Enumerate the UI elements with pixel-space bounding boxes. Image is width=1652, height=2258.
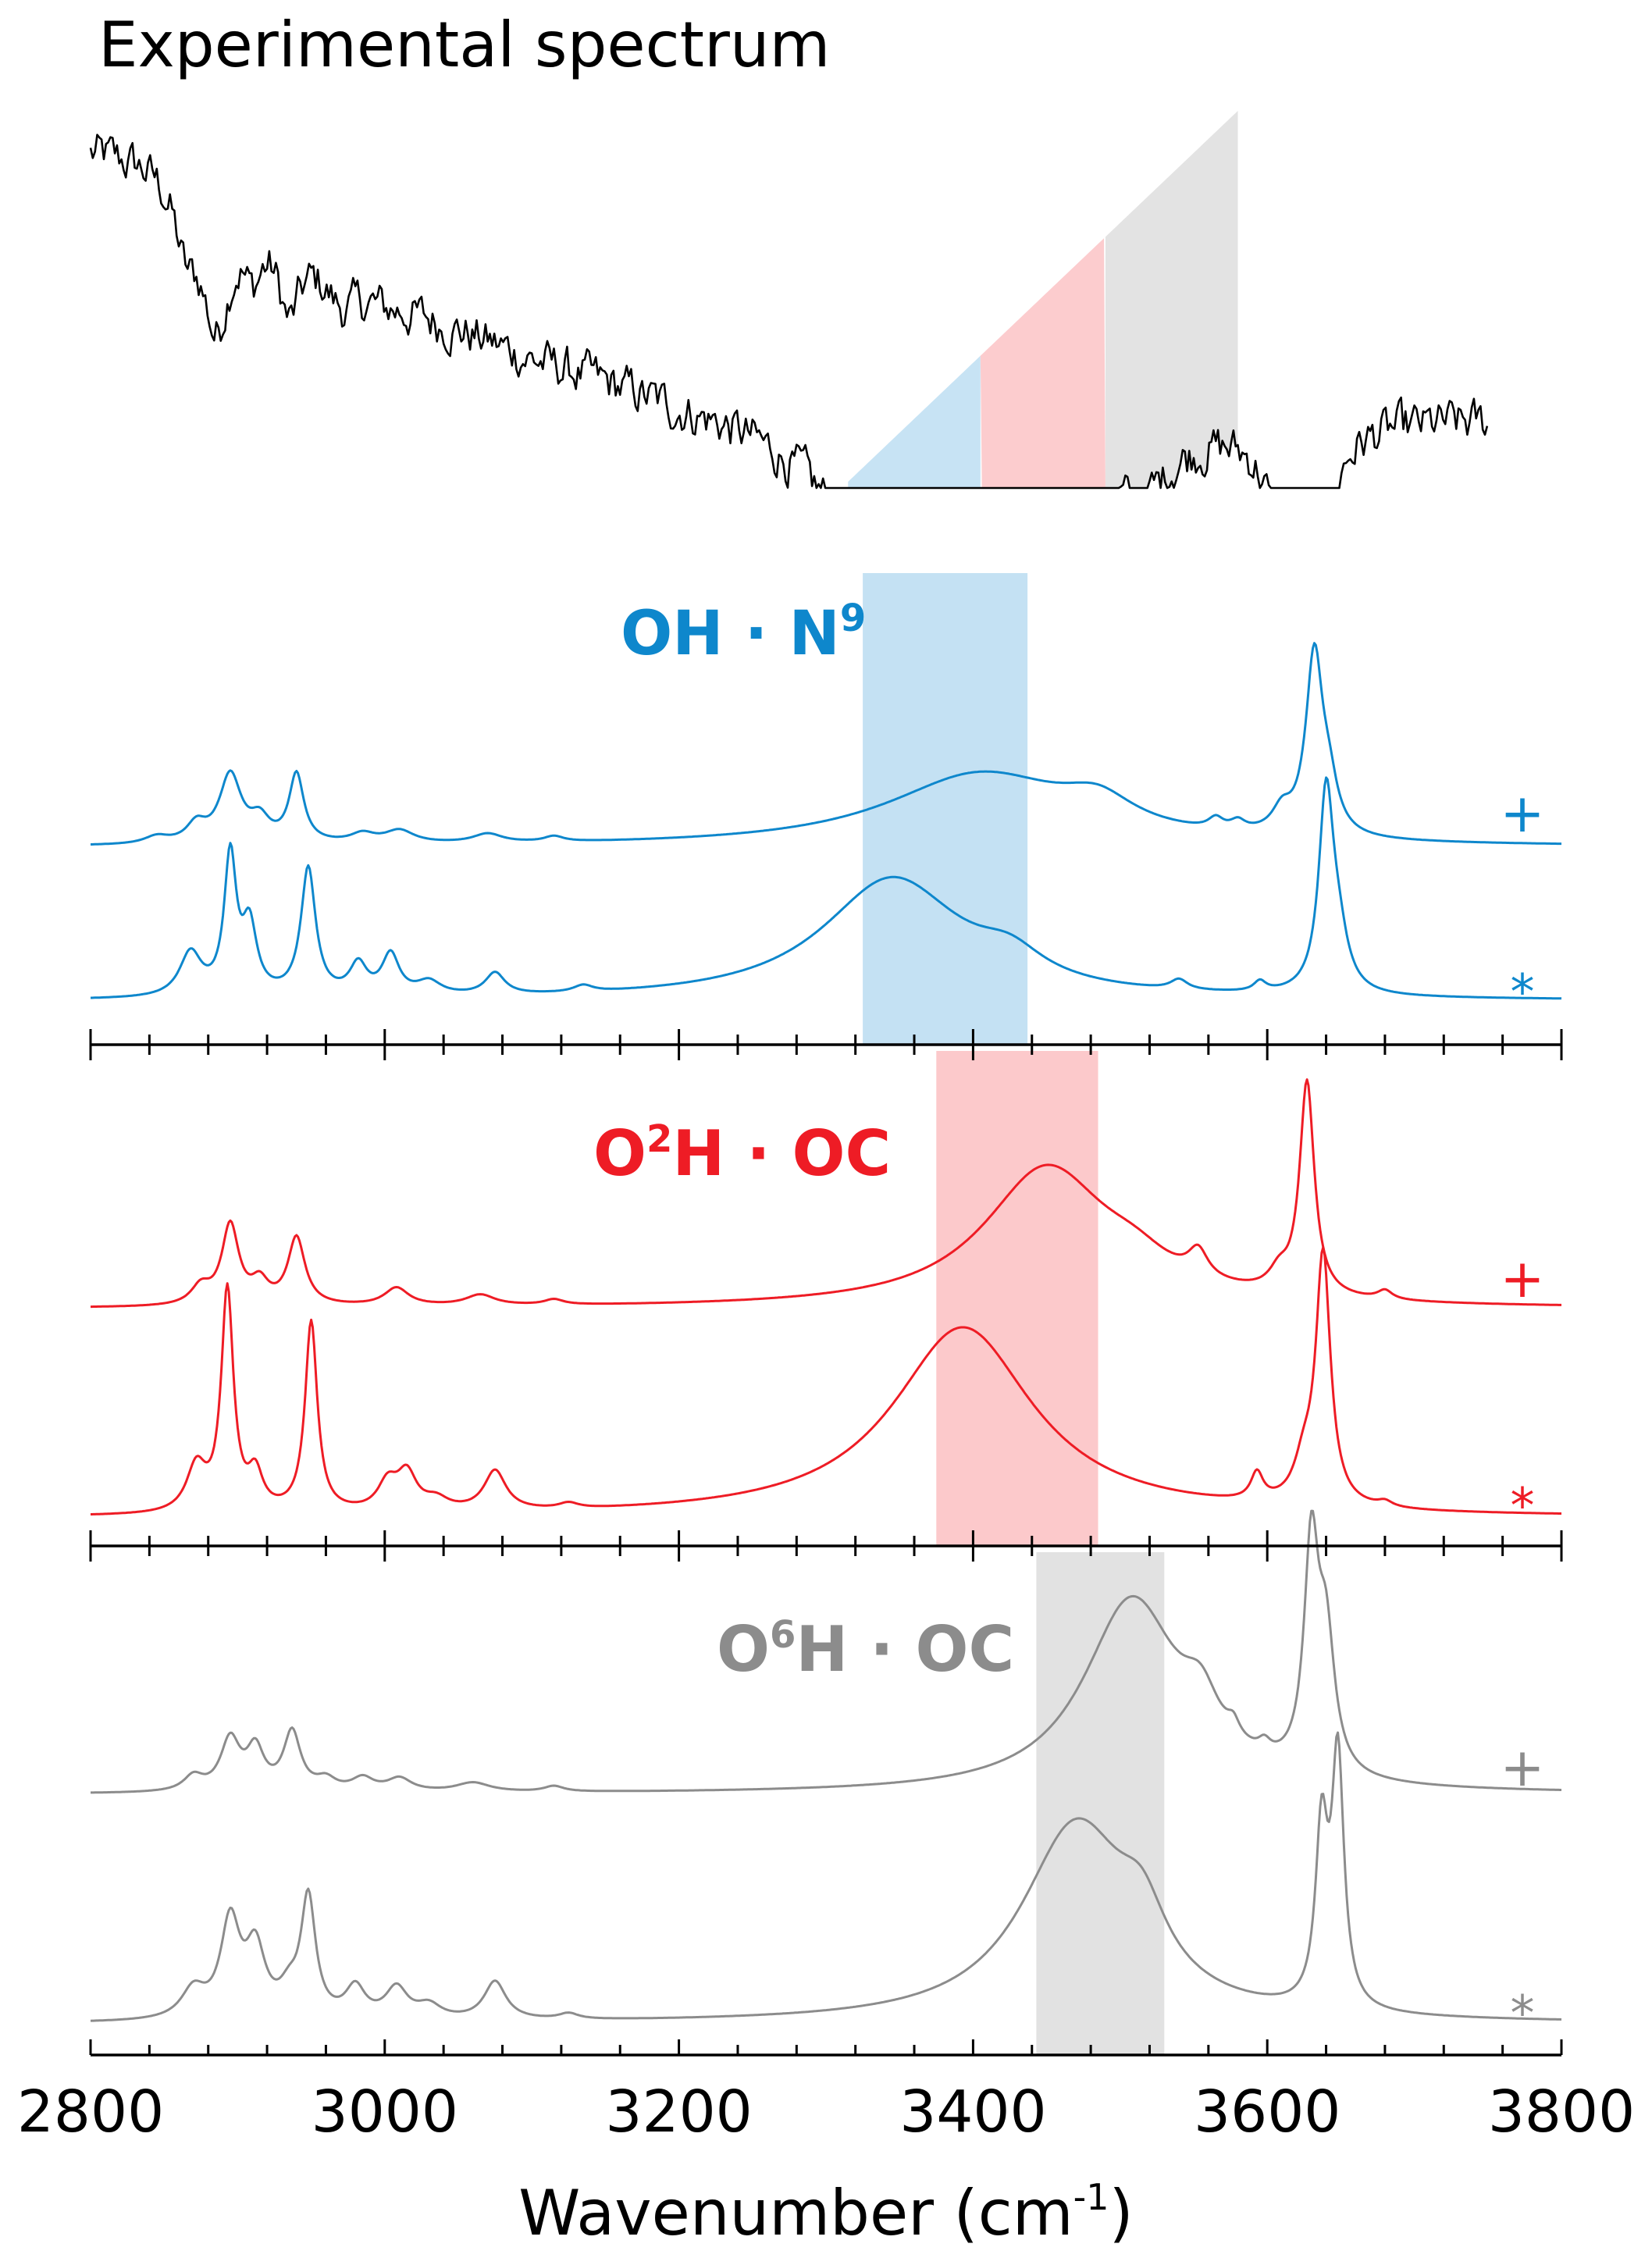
oh-n9-marker-star: * (1511, 963, 1535, 1020)
o6h-oc-band (1036, 1552, 1165, 2055)
o6h-oc-series-plus (91, 1509, 1561, 1794)
x-tick-label: 3000 (312, 2078, 458, 2146)
oh-n9-band (863, 573, 1028, 1045)
o6h-oc-panel: O6H · OC + * (90, 1509, 1562, 2042)
o2h-oc-band (936, 1051, 1098, 1546)
x-tick-labels: 2800 3000 3200 3400 3600 3800 (17, 2078, 1635, 2146)
o2h-oc-title: O2H · OC (593, 1117, 891, 1190)
experimental-panel: Experimental spectrum (89, 9, 1489, 490)
oh-n9-marker-plus: + (1501, 783, 1545, 845)
experimental-trace (89, 134, 1489, 490)
o2h-oc-series-plus (91, 1078, 1561, 1309)
x-tick-label: 2800 (17, 2078, 164, 2146)
o2h-oc-panel: O2H · OC + * (91, 1078, 1561, 1534)
oh-n9-series-star (91, 776, 1562, 1000)
o2h-oc-series-star (91, 1246, 1561, 1515)
o6h-oc-title: O6H · OC (717, 1613, 1014, 1686)
oh-n9-series-plus (91, 642, 1561, 846)
experimental-shaded-region (848, 355, 981, 488)
experimental-title: Experimental spectrum (98, 9, 830, 81)
x-axes (89, 1029, 1563, 2057)
highlight-bands (863, 573, 1165, 2055)
experimental-shaded-region (1105, 111, 1238, 488)
o2h-oc-marker-star: * (1511, 1477, 1535, 1534)
x-tick-label: 3600 (1194, 2078, 1340, 2146)
o6h-oc-series-star (90, 1731, 1562, 2022)
x-axis-label: Wavenumber (cm-1) (518, 2176, 1133, 2249)
o6h-oc-marker-plus: + (1501, 1737, 1545, 1799)
experimental-shaded-region (980, 238, 1105, 488)
o2h-oc-marker-plus: + (1501, 1248, 1545, 1310)
oh-n9-title: OH · N9 (621, 597, 866, 669)
x-tick-label: 3200 (605, 2078, 752, 2146)
o6h-oc-marker-star: * (1511, 1985, 1535, 2042)
x-tick-label: 3800 (1488, 2078, 1635, 2146)
x-tick-label: 3400 (899, 2078, 1046, 2146)
oh-n9-panel: OH · N9 + * (91, 597, 1562, 1020)
